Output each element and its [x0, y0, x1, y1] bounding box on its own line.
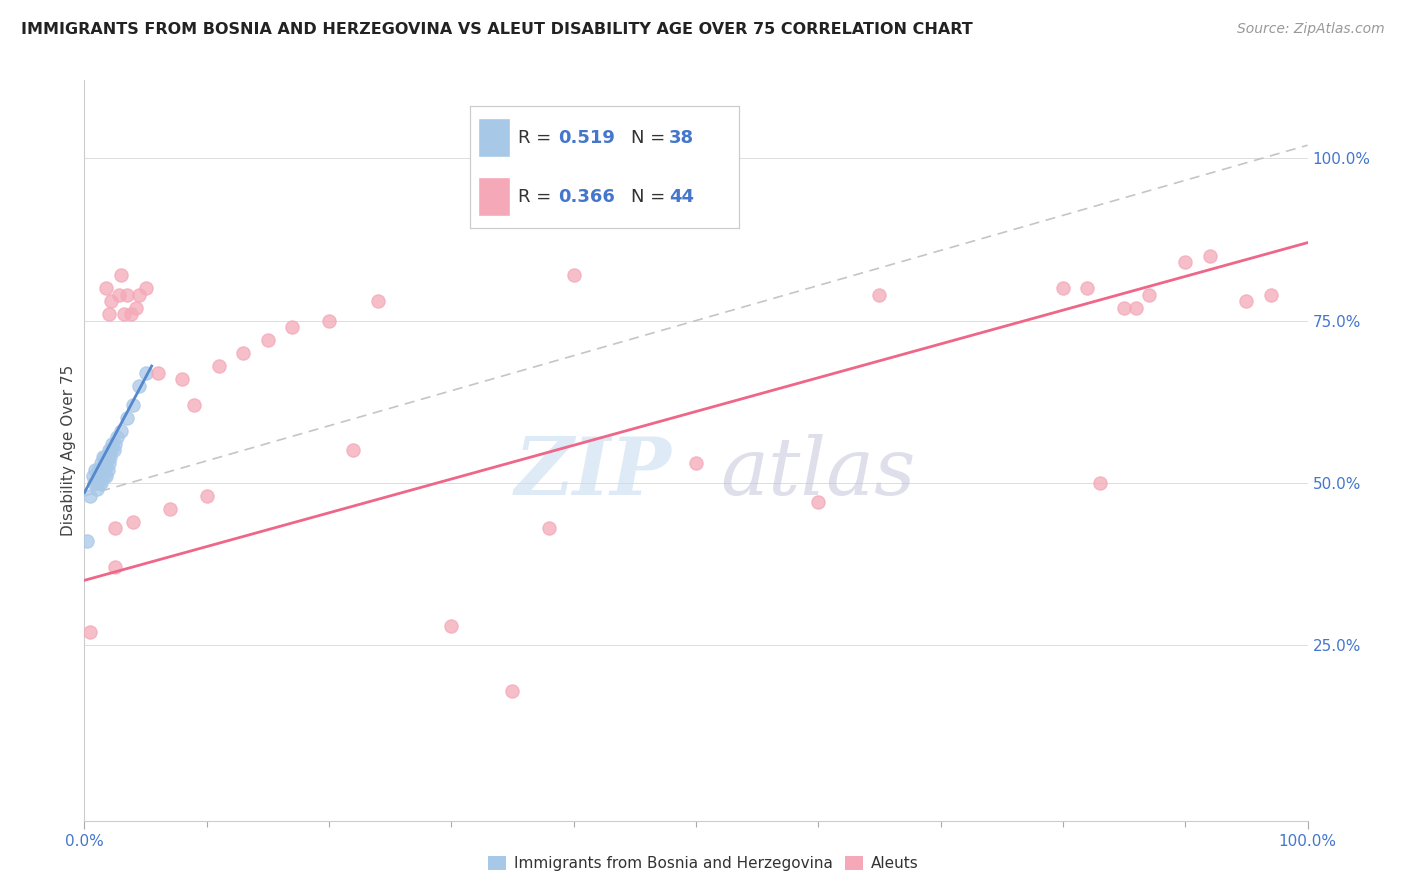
- Point: [76, 534, 98, 549]
- Point: [100, 294, 122, 309]
- Text: ZIP: ZIP: [515, 434, 672, 511]
- Point: [104, 437, 127, 451]
- Point: [96, 457, 118, 471]
- Point: [90, 475, 112, 490]
- Point: [122, 515, 145, 529]
- Point: [257, 333, 280, 347]
- Point: [135, 366, 157, 380]
- Point: [440, 619, 463, 633]
- Point: [89, 469, 111, 483]
- Point: [538, 521, 561, 535]
- Point: [91, 450, 114, 464]
- Point: [83, 475, 105, 490]
- Point: [172, 372, 194, 386]
- Point: [115, 411, 138, 425]
- Point: [84, 463, 107, 477]
- Point: [89, 463, 111, 477]
- Point: [1260, 287, 1282, 301]
- Point: [107, 287, 129, 301]
- Point: [110, 268, 132, 282]
- Point: [93, 469, 115, 483]
- Point: [318, 313, 340, 327]
- Point: [96, 281, 118, 295]
- Point: [1125, 301, 1147, 315]
- Y-axis label: Disability Age Over 75: Disability Age Over 75: [60, 365, 76, 536]
- Point: [367, 294, 389, 309]
- Point: [502, 683, 524, 698]
- Point: [87, 475, 110, 490]
- Point: [112, 307, 135, 321]
- Point: [1114, 301, 1136, 315]
- Point: [79, 625, 101, 640]
- Point: [1137, 287, 1160, 301]
- Point: [87, 469, 110, 483]
- Point: [122, 398, 145, 412]
- Point: [87, 463, 110, 477]
- Point: [1236, 294, 1258, 309]
- Text: atlas: atlas: [720, 434, 915, 511]
- Point: [1198, 249, 1220, 263]
- Point: [562, 268, 585, 282]
- Point: [103, 443, 125, 458]
- Point: [208, 359, 231, 373]
- Point: [120, 307, 142, 321]
- Point: [86, 483, 108, 497]
- Point: [82, 469, 104, 483]
- Point: [93, 457, 115, 471]
- Text: Source: ZipAtlas.com: Source: ZipAtlas.com: [1237, 22, 1385, 37]
- Legend: Immigrants from Bosnia and Herzegovina, Aleuts: Immigrants from Bosnia and Herzegovina, …: [481, 849, 925, 877]
- Point: [1174, 255, 1197, 269]
- Point: [128, 287, 150, 301]
- Point: [135, 281, 157, 295]
- Point: [232, 346, 254, 360]
- Point: [115, 287, 138, 301]
- Point: [281, 320, 304, 334]
- Point: [159, 502, 181, 516]
- Point: [807, 495, 830, 509]
- Point: [685, 457, 707, 471]
- Point: [94, 450, 117, 464]
- Point: [97, 457, 120, 471]
- Point: [97, 307, 120, 321]
- Point: [110, 424, 132, 438]
- Point: [183, 398, 205, 412]
- Point: [101, 437, 124, 451]
- Point: [86, 475, 108, 490]
- Point: [104, 560, 127, 574]
- Point: [1076, 281, 1098, 295]
- Point: [97, 443, 120, 458]
- Point: [90, 457, 112, 471]
- Point: [1088, 475, 1111, 490]
- Point: [87, 469, 110, 483]
- Point: [97, 463, 120, 477]
- Point: [1052, 281, 1074, 295]
- Point: [105, 430, 128, 444]
- Point: [96, 469, 118, 483]
- Point: [195, 489, 218, 503]
- Point: [79, 489, 101, 503]
- Point: [98, 450, 121, 464]
- Point: [91, 463, 114, 477]
- Point: [97, 450, 120, 464]
- Point: [128, 378, 150, 392]
- Point: [100, 443, 122, 458]
- Point: [104, 521, 127, 535]
- Point: [146, 366, 169, 380]
- Point: [94, 463, 117, 477]
- Point: [869, 287, 891, 301]
- Text: IMMIGRANTS FROM BOSNIA AND HERZEGOVINA VS ALEUT DISABILITY AGE OVER 75 CORRELATI: IMMIGRANTS FROM BOSNIA AND HERZEGOVINA V…: [21, 22, 973, 37]
- Point: [125, 301, 148, 315]
- Point: [342, 443, 364, 458]
